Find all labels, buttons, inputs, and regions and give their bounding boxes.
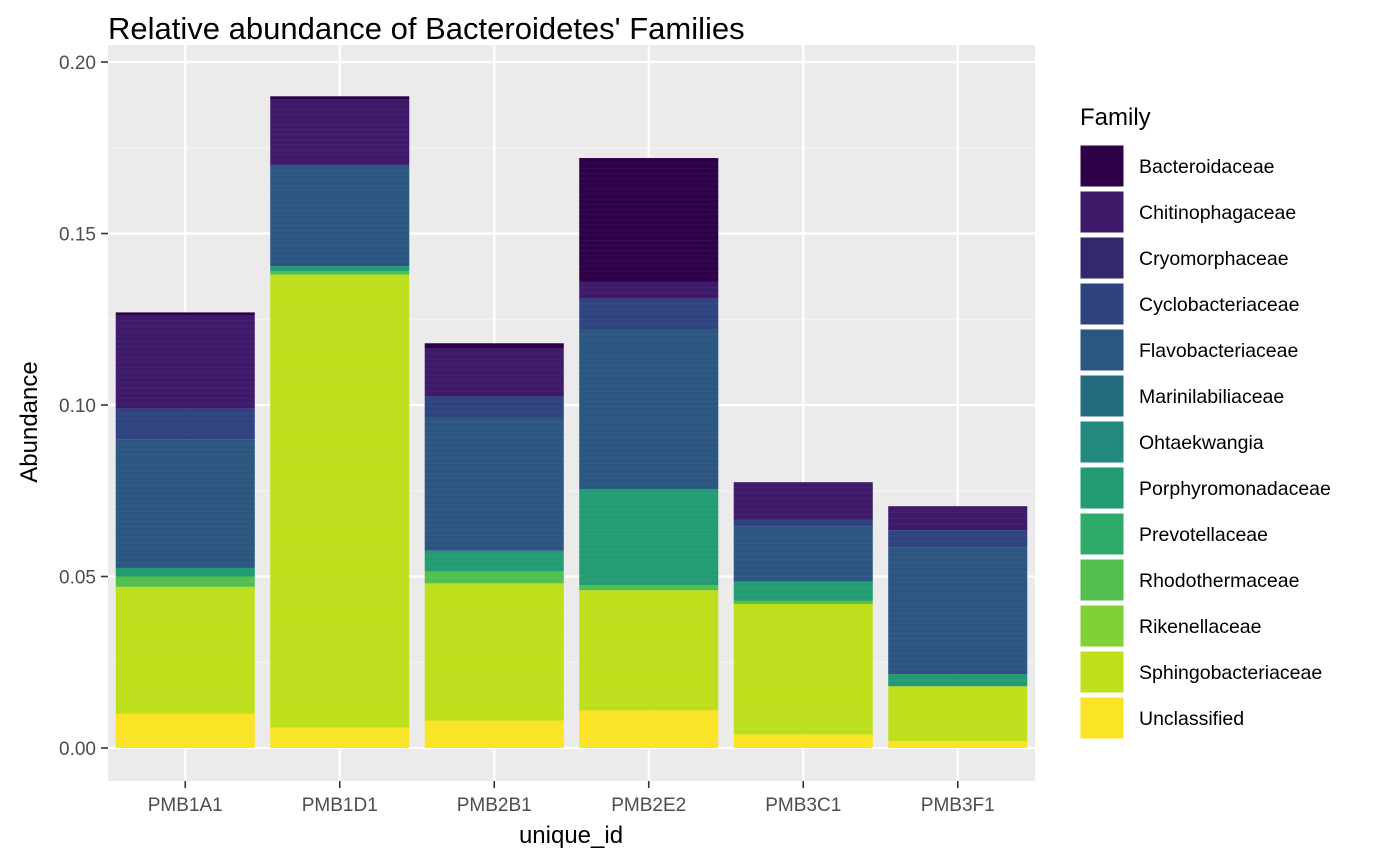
- legend: Family Bacteroidaceae Chitinophagaceae Cry…: [1079, 104, 1331, 740]
- bar-segment-pmb3c1-sphingobacteriaceae: [733, 603, 873, 735]
- legend-key-ohtaekwangia: [1079, 420, 1125, 464]
- bar-segment-pmb3f1-unclassified: [888, 741, 1028, 748]
- bar-segment-pmb1d1-bacteroidaceae: [270, 96, 410, 100]
- legend-key-prevotellaceae: [1079, 512, 1125, 556]
- bar-segment-pmb1d1-rhodothermaceae: [270, 271, 410, 275]
- bar-segment-pmb3c1-porphyromonadaceae: [733, 581, 873, 601]
- bar-segment-pmb2e2-cyclobacteriaceae: [579, 298, 719, 330]
- legend-key-sphingobacteriaceae: [1079, 650, 1125, 694]
- bar-segment-pmb2b1-cyclobacteriaceae: [424, 396, 564, 418]
- bar-segment-pmb3c1-flavobacteriaceae: [733, 526, 873, 582]
- legend-label-cryomorphaceae: Cryomorphaceae: [1139, 248, 1289, 270]
- legend-label-prevotellaceae: Prevotellaceae: [1139, 524, 1268, 546]
- y-tick-label: 0.05: [59, 568, 96, 589]
- bar-segment-pmb1d1-sphingobacteriaceae: [270, 274, 410, 728]
- minor-grid: [108, 147, 1035, 663]
- bar-segment-pmb1d1-flavobacteriaceae: [270, 164, 410, 267]
- bar-segment-pmb1a1-sphingobacteriaceae: [115, 586, 255, 714]
- bar-segment-pmb3c1-chitinophagaceae: [733, 482, 873, 520]
- legend-label-rikenellaceae: Rikenellaceae: [1139, 616, 1262, 638]
- legend-key-unclassified: [1079, 696, 1125, 740]
- plot-panel: [108, 45, 1035, 781]
- bar-segment-pmb1a1-cyclobacteriaceae: [115, 408, 255, 440]
- bar-segment-pmb3f1-sphingobacteriaceae: [888, 686, 1028, 742]
- x-tick-label: PMB3F1: [921, 795, 995, 816]
- bar-segment-pmb2b1-flavobacteriaceae: [424, 417, 564, 551]
- bar-segment-pmb2e2-sphingobacteriaceae: [579, 590, 719, 711]
- legend-key-rikenellaceae: [1079, 604, 1125, 648]
- x-tick-label: PMB1D1: [302, 795, 378, 816]
- legend-title: Family: [1080, 104, 1151, 131]
- bar-segment-pmb2e2-chitinophagaceae: [579, 281, 719, 299]
- bar-segment-pmb1a1-unclassified: [115, 713, 255, 748]
- bar-segment-pmb2b1-bacteroidaceae: [424, 343, 564, 349]
- bar-segment-pmb2e2-unclassified: [579, 710, 719, 748]
- x-axis-title: unique_id: [519, 822, 623, 849]
- legend-label-flavobacteriaceae: Flavobacteriaceae: [1139, 340, 1298, 362]
- bars: [115, 96, 1028, 748]
- bar-segment-pmb2b1-porphyromonadaceae: [424, 550, 564, 572]
- x-tick-label: PMB1A1: [148, 795, 223, 816]
- bar-segment-pmb2e2-bacteroidaceae: [579, 158, 719, 282]
- legend-label-rhodothermaceae: Rhodothermaceae: [1139, 570, 1299, 592]
- x-tick-label: PMB2E2: [611, 795, 686, 816]
- bar-segment-pmb3f1-flavobacteriaceae: [888, 547, 1028, 675]
- legend-key-cryomorphaceae: [1079, 236, 1125, 280]
- bar-segment-pmb2b1-unclassified: [424, 720, 564, 748]
- y-tick-label: 0.10: [59, 396, 96, 417]
- bar-segment-pmb1d1-porphyromonadaceae: [270, 266, 410, 272]
- bar-segment-pmb1a1-bacteroidaceae: [115, 312, 255, 316]
- legend-label-unclassified: Unclassified: [1139, 708, 1244, 730]
- legend-key-cyclobacteriaceae: [1079, 282, 1125, 326]
- bar-segment-pmb2e2-flavobacteriaceae: [579, 329, 719, 490]
- bar-segment-pmb1d1-unclassified: [270, 727, 410, 748]
- legend-label-cyclobacteriaceae: Cyclobacteriaceae: [1139, 294, 1299, 316]
- y-tick-label: 0.20: [59, 53, 96, 74]
- legend-label-marinilabiliaceae: Marinilabiliaceae: [1139, 386, 1284, 408]
- y-tick-label: 0.00: [59, 739, 96, 760]
- legend-label-porphyromonadaceae: Porphyromonadaceae: [1139, 478, 1331, 500]
- bar-segment-pmb3c1-unclassified: [733, 734, 873, 748]
- bar-segment-pmb1a1-flavobacteriaceae: [115, 439, 255, 568]
- legend-key-marinilabiliaceae: [1079, 374, 1125, 418]
- legend-label-sphingobacteriaceae: Sphingobacteriaceae: [1139, 662, 1322, 684]
- legend-label-chitinophagaceae: Chitinophagaceae: [1139, 202, 1296, 224]
- legend-label-ohtaekwangia: Ohtaekwangia: [1139, 432, 1264, 454]
- y-axis-title: Abundance: [16, 361, 43, 482]
- bar-segment-pmb3c1-cyclobacteriaceae: [733, 519, 873, 527]
- legend-key-flavobacteriaceae: [1079, 328, 1125, 372]
- bar-segment-pmb1a1-porphyromonadaceae: [115, 567, 255, 577]
- legend-key-chitinophagaceae: [1079, 190, 1125, 234]
- bar-segment-pmb3f1-cyclobacteriaceae: [888, 530, 1028, 548]
- y-tick-label: 0.15: [59, 225, 96, 246]
- legend-label-bacteroidaceae: Bacteroidaceae: [1139, 156, 1275, 178]
- bar-segment-pmb2b1-rhodothermaceae: [424, 571, 564, 584]
- legend-key-bacteroidaceae: [1079, 144, 1125, 188]
- bar-segment-pmb3c1-rhodothermaceae: [733, 600, 873, 604]
- chart-title: Relative abundance of Bacteroidetes' Fam…: [108, 11, 745, 46]
- bar-segment-pmb1d1-chitinophagaceae: [270, 99, 410, 165]
- bar-segment-pmb3f1-porphyromonadaceae: [888, 674, 1028, 687]
- legend-key-porphyromonadaceae: [1079, 466, 1125, 510]
- bar-segment-pmb1a1-chitinophagaceae: [115, 315, 255, 409]
- x-axis: PMB1A1 PMB1D1 PMB2B1 PMB2E2 PMB3C1 PMB3F1: [148, 781, 995, 816]
- bar-segment-pmb2b1-sphingobacteriaceae: [424, 583, 564, 721]
- x-tick-label: PMB3C1: [765, 795, 841, 816]
- bar-segment-pmb2e2-porphyromonadaceae: [579, 489, 719, 586]
- legend-key-rhodothermaceae: [1079, 558, 1125, 602]
- bar-segment-pmb1a1-rhodothermaceae: [115, 576, 255, 587]
- y-axis: 0.00 0.05 0.10 0.15 0.20: [59, 53, 108, 760]
- bar-segment-pmb2e2-rhodothermaceae: [579, 585, 719, 591]
- x-tick-label: PMB2B1: [457, 795, 532, 816]
- bar-segment-pmb3f1-chitinophagaceae: [888, 506, 1028, 531]
- bar-segment-pmb2b1-chitinophagaceae: [424, 348, 564, 397]
